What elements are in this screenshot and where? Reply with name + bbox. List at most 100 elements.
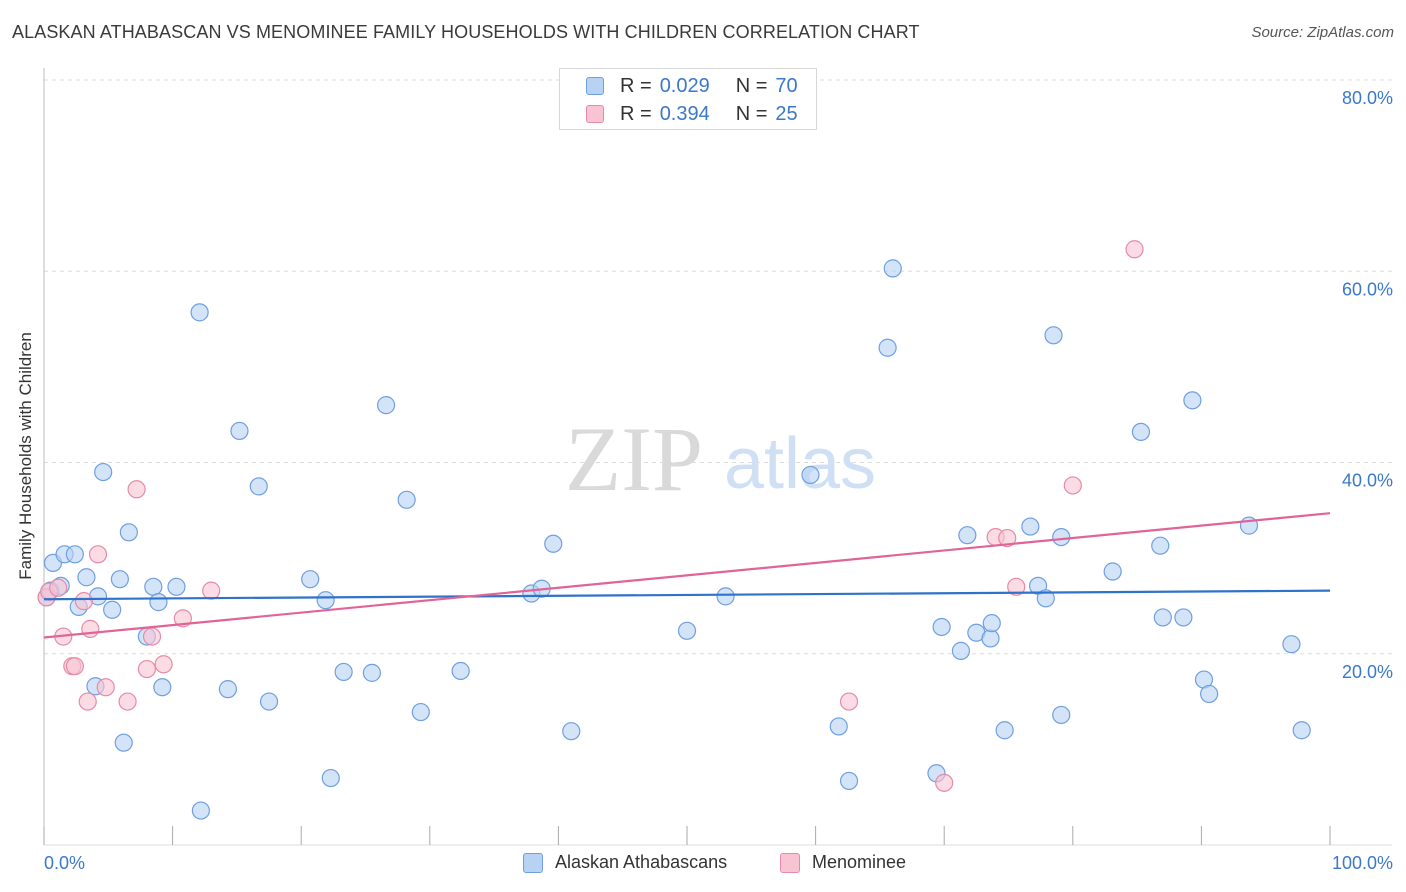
menominee-point (49, 578, 68, 597)
athabascan-point (562, 722, 581, 741)
menominee-point (137, 659, 156, 679)
menominee-point (118, 692, 137, 711)
athabascan-point (65, 545, 84, 564)
y-axis-label: Family Households with Children (16, 332, 35, 580)
n-label: N = (735, 74, 768, 97)
athabascan-point (110, 570, 129, 589)
stats-legend-row-menominee: R = 0.394 N = 25 (586, 102, 798, 126)
athabascan-point (77, 568, 96, 587)
gridlines (44, 79, 1392, 655)
watermark: ZIP atlas (565, 408, 876, 510)
athabascan-point (103, 600, 122, 619)
menominee-point (202, 581, 221, 600)
athabascan-point (259, 692, 279, 711)
menominee-point (142, 627, 162, 646)
menominee-point (1125, 240, 1144, 259)
athabascan-point (153, 678, 172, 697)
athabascan-point (190, 303, 209, 322)
athabascan-point (878, 338, 897, 357)
athabascan-point (144, 577, 163, 596)
athabascan-point (249, 477, 268, 496)
stats-legend-row-athabascan: R = 0.029 N = 70 (586, 74, 798, 98)
athabascan-point (1131, 422, 1151, 441)
athabascan-point (829, 717, 848, 736)
athabascan-point (114, 733, 133, 752)
legend-item-athabascan[interactable]: Alaskan Athabascans (523, 852, 727, 873)
athabascan-point (1183, 391, 1202, 410)
athabascan-point (411, 702, 430, 722)
watermark-atlas: atlas (724, 424, 876, 504)
athabascan-point (316, 591, 335, 610)
y-tick-label: 80.0% (1342, 88, 1393, 108)
athabascan-point (958, 526, 977, 545)
menominee-swatch (586, 105, 604, 123)
athabascan-point (397, 490, 416, 509)
athabascan-point (1292, 721, 1311, 740)
menominee-legend-swatch (780, 852, 800, 873)
athabascan-point (801, 465, 820, 485)
axes (43, 68, 1392, 846)
menominee-point (88, 545, 108, 564)
athabascan-point (981, 629, 1000, 648)
athabascan-point (951, 641, 971, 660)
athabascan-point (1153, 608, 1172, 627)
athabascan-point (334, 662, 353, 682)
menominee-point (127, 480, 146, 499)
athabascan-trend-line (43, 589, 1331, 601)
athabascan-point (149, 593, 168, 612)
menominee-point (1063, 476, 1082, 495)
athabascan-point (1036, 589, 1055, 608)
n-value: 25 (775, 102, 798, 125)
athabascan-point (839, 771, 859, 791)
athabascan-point (677, 621, 697, 640)
menominee-point (154, 655, 173, 674)
athabascan-point (1174, 608, 1193, 627)
legend-item-menominee[interactable]: Menominee (780, 852, 906, 873)
athabascan-legend-swatch (523, 852, 543, 873)
athabascan-point (932, 617, 951, 637)
trend-lines (43, 512, 1331, 639)
watermark-zip: ZIP (565, 408, 703, 510)
r-label: R = (620, 102, 652, 125)
menominee-trend-line (43, 512, 1331, 639)
athabascan-point (1044, 326, 1063, 345)
athabascan-point (218, 680, 237, 699)
athabascan-point (362, 663, 382, 682)
y-tick-label: 40.0% (1342, 471, 1393, 491)
athabascan-point (321, 768, 340, 788)
menominee-point (935, 773, 954, 792)
y-tick-label: 60.0% (1342, 279, 1393, 299)
athabascan-point (230, 421, 249, 441)
series-legend: Alaskan Athabascans Menominee (0, 852, 1406, 878)
y-tick-label: 20.0% (1342, 662, 1393, 682)
athabascan-point (883, 259, 902, 278)
menominee-point (81, 619, 100, 638)
x-tick-label: 0.0% (44, 853, 85, 873)
athabascan-point (94, 462, 113, 482)
athabascan-point (544, 534, 563, 553)
athabascan-point (1052, 527, 1071, 547)
athabascan-point (167, 577, 186, 596)
athabascan-swatch (586, 77, 604, 95)
athabascan-point (119, 523, 138, 542)
r-value: 0.394 (659, 102, 710, 125)
athabascan-point (716, 587, 735, 606)
menominee-point (998, 528, 1017, 548)
tick-labels: 20.0% 40.0% 60.0% 80.0% 0.0% 100.0% (44, 88, 1393, 873)
menominee-point (839, 692, 859, 711)
athabascan-point (1052, 705, 1071, 725)
stats-legend: R = 0.029 N = 70 R = 0.394 N = 25 (559, 68, 817, 130)
athabascan-point (1282, 635, 1301, 654)
menominee-point (78, 692, 97, 711)
athabascan-point (995, 721, 1014, 740)
menominee-point (1007, 577, 1026, 596)
athabascan-point (1151, 536, 1170, 555)
athabascan-point (1103, 562, 1122, 581)
athabascan-point (301, 570, 320, 589)
athabascan-point (1021, 517, 1040, 536)
chart-title: ALASKAN ATHABASCAN VS MENOMINEE FAMILY H… (12, 22, 920, 42)
athabascan-point (376, 396, 396, 415)
legend-label-athabascan: Alaskan Athabascans (555, 852, 728, 872)
n-label: N = (735, 102, 768, 125)
